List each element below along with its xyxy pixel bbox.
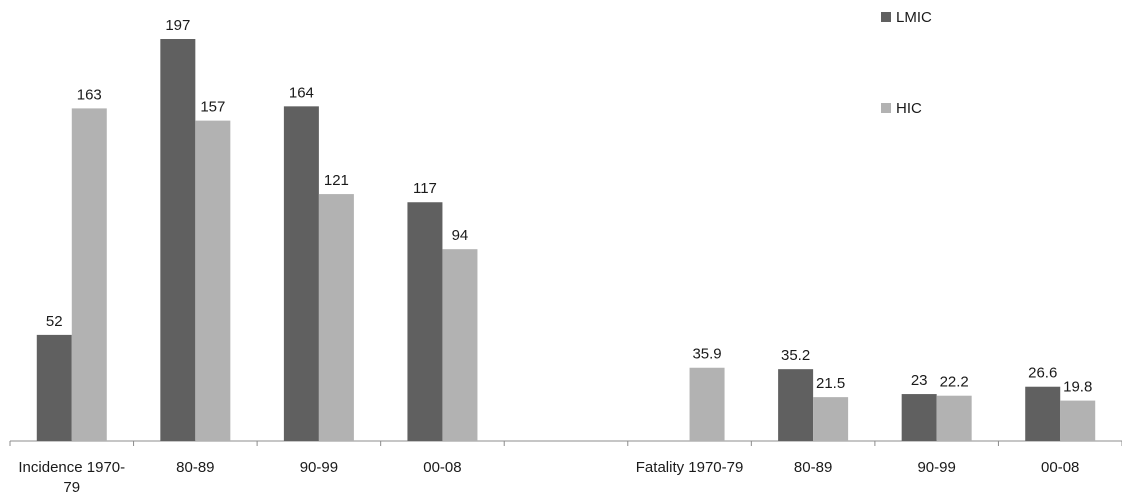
- data-label: 117: [413, 180, 437, 197]
- data-label: 52: [46, 313, 63, 330]
- legend: LMIC HIC: [881, 9, 932, 117]
- bar-lmic: [160, 39, 196, 441]
- data-label: 157: [200, 99, 225, 116]
- bar-lmic: [1025, 386, 1061, 441]
- x-tick-label: 79: [63, 479, 80, 495]
- data-label: 23: [911, 372, 928, 389]
- bar-lmic: [901, 394, 937, 441]
- x-tick-label: 80-89: [794, 459, 832, 476]
- legend-label-lmic: LMIC: [896, 9, 932, 26]
- data-label: 26.6: [1028, 365, 1057, 382]
- data-label: 22.2: [940, 374, 969, 391]
- bar-lmic: [36, 334, 72, 441]
- data-label: 197: [165, 17, 190, 34]
- x-tick-label: 90-99: [917, 459, 955, 476]
- data-label: 163: [77, 86, 102, 103]
- legend-swatch-lmic: [881, 12, 891, 22]
- bar-hic: [318, 194, 354, 441]
- x-tick-labels: Incidence 1970- 79 80-89 90-99 00-08 Fatality…: [18, 459, 1079, 495]
- data-label: 121: [324, 172, 349, 189]
- x-axis-ticks: [9, 441, 1122, 446]
- bar-hic: [936, 395, 972, 441]
- bar-hic: [195, 120, 231, 442]
- x-tick-label: 00-08: [1041, 459, 1079, 476]
- bar-lmic: [778, 369, 814, 441]
- bar-lmic: [407, 202, 443, 441]
- data-labels: 52 197 164 117 35.2 23 26.6 163 157 121 94 35.9 21.5…: [46, 17, 1092, 396]
- data-label: 164: [289, 84, 314, 101]
- data-label: 19.8: [1063, 379, 1092, 396]
- bar-lmic: [283, 106, 319, 442]
- bar-hic: [71, 108, 107, 441]
- legend-swatch-hic: [881, 103, 891, 113]
- bar-hic: [689, 367, 725, 441]
- legend-label-hic: HIC: [896, 100, 922, 117]
- x-tick-label: Incidence 1970-: [18, 459, 125, 476]
- bar-hic: [442, 249, 478, 441]
- x-tick-label: Fatality 1970-79: [636, 459, 744, 476]
- bar-hic: [1060, 400, 1096, 441]
- data-label: 21.5: [816, 375, 845, 392]
- data-label: 35.2: [781, 347, 810, 364]
- x-tick-label: 80-89: [176, 459, 214, 476]
- data-label: 35.9: [692, 346, 721, 363]
- x-tick-label: 00-08: [423, 459, 461, 476]
- data-label: 94: [452, 227, 469, 244]
- x-tick-label: 90-99: [300, 459, 338, 476]
- bar-hic: [813, 397, 849, 441]
- bars: [36, 39, 1096, 442]
